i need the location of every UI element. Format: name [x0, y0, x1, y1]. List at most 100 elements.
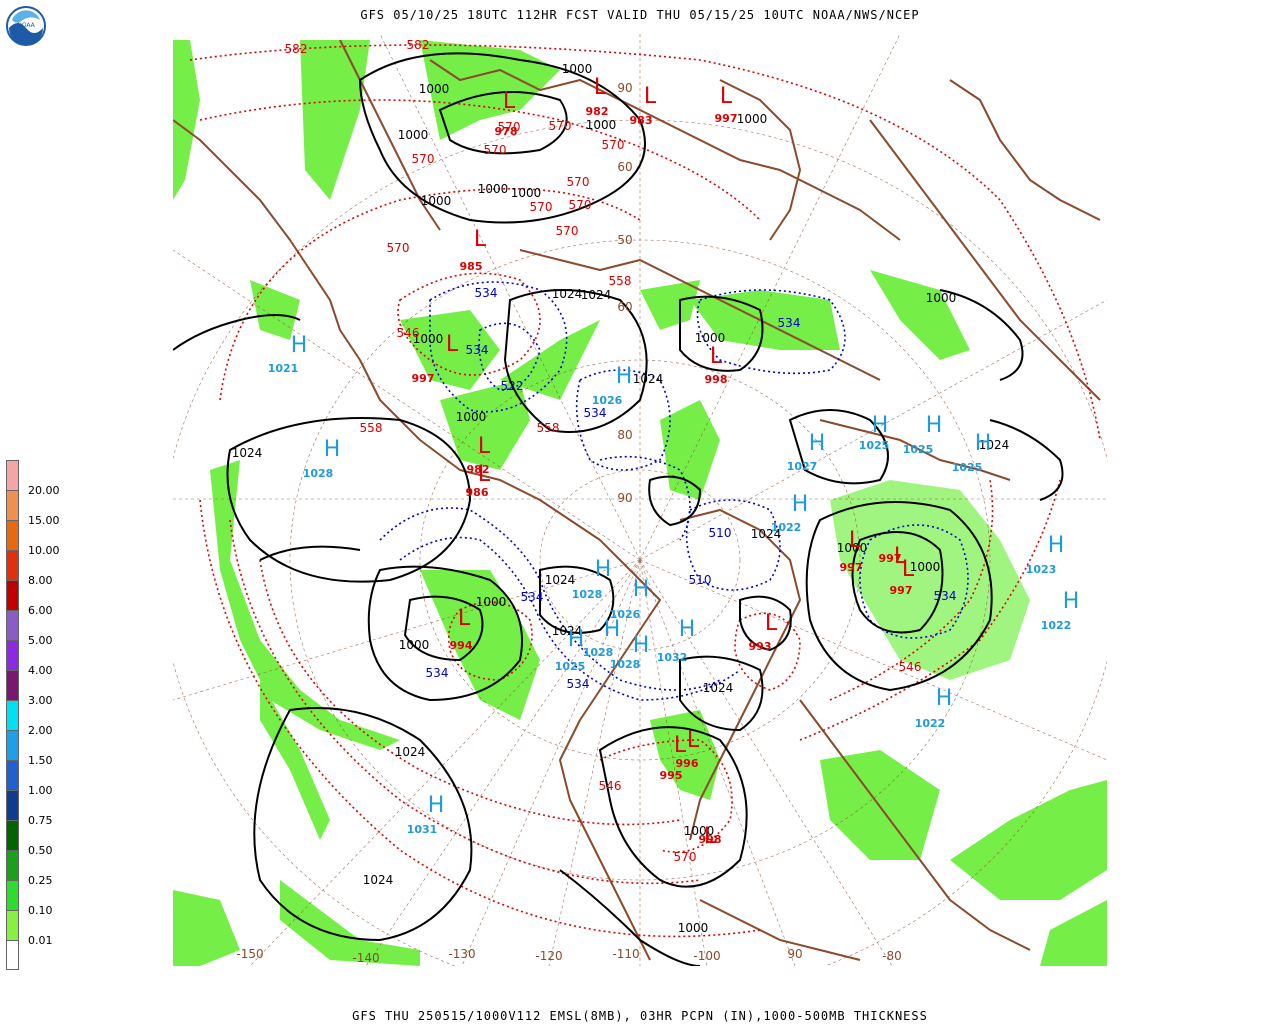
map-caption: GFS THU 250515/1000V112 EMSL(8MB), 03HR … [352, 1009, 928, 1023]
legend-swatch [6, 790, 19, 820]
logo-text: NOAA [17, 22, 35, 29]
legend-swatch [6, 640, 19, 670]
thickness-label: 558 [537, 421, 560, 435]
pressure-center-value: 983 [630, 114, 653, 127]
legend-swatch [6, 880, 19, 910]
isobar-label: 1000 [478, 182, 509, 196]
pressure-center-value: 986 [466, 486, 489, 499]
high-pressure-center: H [1063, 589, 1080, 614]
thickness-label: 558 [609, 274, 632, 288]
legend-swatch [6, 670, 19, 700]
thickness-label: 534 [426, 666, 449, 680]
low-pressure-center: L [720, 84, 733, 109]
grid-labels: 90 60 50 60 80 90 90 -150 -140 -130 -120 -110 -100 -8… [236, 81, 901, 965]
thickness-label: 582 [407, 38, 430, 52]
latitude-label: 80 [617, 428, 632, 442]
legend-swatch [6, 610, 19, 640]
legend-label: 1.50 [28, 754, 53, 767]
pressure-center-value: 1028 [572, 588, 603, 601]
pressure-center-value: 982 [467, 463, 490, 476]
low-pressure-center: L [765, 611, 778, 636]
thickness-label: 534 [567, 677, 590, 691]
pressure-center-value: 1023 [1026, 563, 1057, 576]
latitude-label: 60 [617, 300, 632, 314]
high-pressure-center: H [809, 431, 826, 456]
pressure-center-value: 1028 [303, 467, 334, 480]
legend-swatch [6, 580, 19, 610]
thickness-label: 534 [475, 286, 498, 300]
low-pressure-center: L [849, 528, 862, 553]
thickness-label: 558 [360, 421, 383, 435]
pressure-center-value: 1022 [771, 521, 802, 534]
high-pressure-center: H [975, 431, 992, 456]
high-pressure-center: H [792, 492, 809, 517]
chart-title: GFS 05/10/25 18UTC 112HR FCST VALID THU … [360, 8, 920, 22]
high-pressure-center: H [633, 577, 650, 602]
thickness-label: 582 [285, 42, 308, 56]
thickness-label: 570 [498, 120, 521, 134]
legend-swatch [6, 820, 19, 850]
legend-swatch [6, 550, 19, 580]
legend-label: 4.00 [28, 664, 53, 677]
thickness-label: 546 [397, 326, 420, 340]
isobar-label: 1024 [395, 745, 426, 759]
thickness-label: 570 [412, 152, 435, 166]
latitude-label: 90 [787, 947, 802, 961]
isobar-label: 1024 [979, 438, 1010, 452]
low-pressure-center: L [594, 75, 607, 100]
legend-swatch [6, 490, 19, 520]
longitude-label: -140 [352, 951, 379, 965]
noaa-logo-icon: NOAA [6, 6, 46, 46]
legend-label: 0.01 [28, 934, 53, 947]
isobar-label: 1024 [232, 446, 263, 460]
legend-label: 15.00 [28, 514, 60, 527]
thickness-label: 534 [584, 406, 607, 420]
high-pressure-center: H [872, 413, 889, 438]
latitude-label: 60 [617, 160, 632, 174]
low-pressure-center: L [458, 606, 471, 631]
high-pressure-center: H [926, 413, 943, 438]
high-pressure-center: H [936, 686, 953, 711]
isobar-label: 1000 [684, 824, 715, 838]
isobar-label: 1024 [363, 873, 394, 887]
thickness-label: 570 [530, 200, 553, 214]
thickness-label: 522 [501, 379, 524, 393]
pressure-center-value: 985 [460, 260, 483, 273]
isobar-label: 1000 [926, 291, 957, 305]
precip-legend: 20.00 15.00 10.00 8.00 6.00 5.00 4.00 3.00 2.00 1… [6, 460, 60, 970]
pressure-center-value: 1026 [592, 394, 623, 407]
legend-swatch [6, 850, 19, 880]
low-pressure-center: L [474, 227, 487, 252]
thickness-label: 570 [602, 138, 625, 152]
latitude-label: 90 [617, 491, 632, 505]
longitude-label: -110 [612, 947, 639, 961]
high-pressure-center: H [1048, 533, 1065, 558]
high-pressure-center: H [428, 793, 445, 818]
high-pressure-center: H [595, 557, 612, 582]
thickness-label: 570 [387, 241, 410, 255]
isobar-label: 1000 [399, 638, 430, 652]
thickness-label: 570 [549, 119, 572, 133]
pressure-center-value: 995 [660, 769, 683, 782]
legend-swatch [6, 520, 19, 550]
legend-label: 8.00 [28, 574, 53, 587]
pressure-center-value: 1031 [407, 823, 438, 836]
pressure-center-value: 1022 [1041, 619, 1072, 632]
isobar-label: 1024 [552, 287, 583, 301]
latitude-label: 50 [617, 233, 632, 247]
high-pressure-center: H [616, 364, 633, 389]
pressure-center-value: 998 [699, 833, 722, 846]
longitude-label: -130 [448, 947, 475, 961]
low-pressure-center: L [902, 557, 915, 582]
legend-label: 2.00 [28, 724, 53, 737]
isobar-label: 1000 [511, 186, 542, 200]
low-pressure-center: L [478, 434, 491, 459]
pressure-centers: L997L983L982L978L985L997L982L986L998L997… [268, 75, 1080, 849]
isobar-label: 1024 [545, 573, 576, 587]
low-pressure-center: L [644, 84, 657, 109]
legend-swatch [6, 940, 19, 970]
pressure-center-value: 1025 [555, 660, 586, 673]
low-pressure-center: L [503, 89, 516, 114]
thickness-label: 546 [599, 779, 622, 793]
legend-swatch [6, 730, 19, 760]
